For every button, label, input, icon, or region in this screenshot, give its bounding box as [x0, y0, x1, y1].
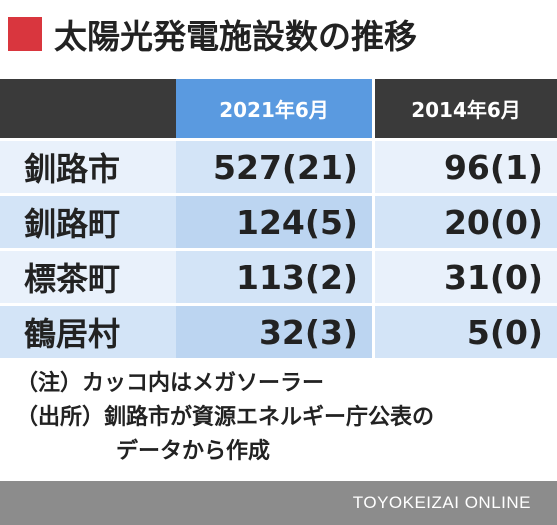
- header-blank-cell: [0, 79, 176, 138]
- cell-2021: 113(2): [176, 251, 372, 303]
- footer-credit: TOYOKEIZAI ONLINE: [352, 493, 531, 512]
- table-row: 釧路町 124(5) 20(0): [0, 193, 557, 248]
- cell-2014: 5(0): [375, 306, 557, 358]
- notes: （注）カッコ内はメガソーラー （出所）釧路市が資源エネルギー庁公表の データから…: [16, 367, 546, 469]
- cell-2021: 32(3): [176, 306, 372, 358]
- footer-bar: TOYOKEIZAI ONLINE: [0, 481, 557, 525]
- table-row: 鶴居村 32(3) 5(0): [0, 303, 557, 358]
- note-line: （注）カッコ内はメガソーラー: [16, 371, 325, 396]
- chart-title: 太陽光発電施設数の推移: [54, 17, 417, 56]
- title-marker: [8, 17, 42, 51]
- row-label: 釧路市: [0, 141, 176, 193]
- row-label: 釧路町: [0, 196, 176, 248]
- title-row: 太陽光発電施設数の推移: [8, 6, 417, 62]
- cell-2014: 96(1): [375, 141, 557, 193]
- data-table: 2021年6月 2014年6月 釧路市 527(21) 96(1) 釧路町 12…: [0, 79, 557, 358]
- source-line-cont: データから作成: [116, 439, 271, 464]
- header-2014: 2014年6月: [375, 79, 557, 138]
- cell-2014: 20(0): [375, 196, 557, 248]
- cell-2021: 124(5): [176, 196, 372, 248]
- cell-2021: 527(21): [176, 141, 372, 193]
- table-row: 標茶町 113(2) 31(0): [0, 248, 557, 303]
- source-line: （出所）釧路市が資源エネルギー庁公表の: [16, 405, 435, 430]
- row-label: 標茶町: [0, 251, 176, 303]
- table-row: 釧路市 527(21) 96(1): [0, 138, 557, 193]
- header-2021: 2021年6月: [176, 79, 372, 138]
- table-header: 2021年6月 2014年6月: [0, 79, 557, 138]
- row-label: 鶴居村: [0, 306, 176, 358]
- cell-2014: 31(0): [375, 251, 557, 303]
